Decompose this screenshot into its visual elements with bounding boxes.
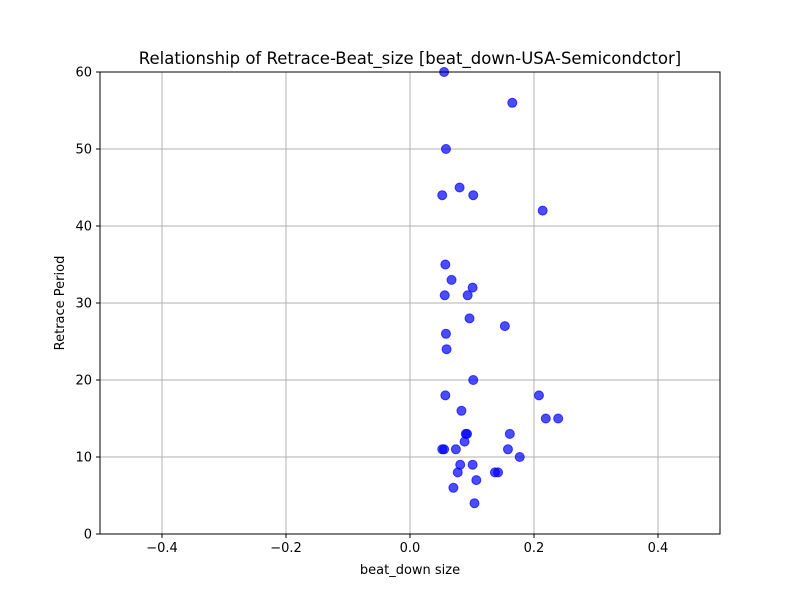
- scatter-point: [471, 475, 482, 486]
- y-tick-label: 50: [75, 143, 92, 158]
- x-axis-label: beat_down size: [360, 563, 460, 578]
- scatter-point: [469, 498, 480, 509]
- scatter-point: [540, 413, 551, 424]
- scatter-point: [533, 390, 544, 401]
- scatter-point: [468, 375, 479, 385]
- x-tick-label: 0.2: [524, 541, 545, 556]
- scatter-point: [553, 413, 564, 424]
- scatter-point: [440, 259, 451, 270]
- scatter-point: [499, 321, 510, 332]
- scatter-point: [448, 482, 459, 493]
- y-tick-label: 60: [75, 66, 92, 81]
- x-tick-label: 0.4: [648, 541, 669, 556]
- scatter-point: [446, 274, 457, 285]
- chart-title: Relationship of Retrace-Beat_size [beat_…: [139, 49, 681, 69]
- scatter-point: [440, 144, 451, 154]
- x-tick-label: −0.2: [270, 541, 302, 556]
- scatter-point: [454, 182, 465, 193]
- x-tick-label: 0.0: [400, 541, 421, 556]
- scatter-point: [514, 452, 525, 462]
- y-tick-label: 20: [75, 374, 92, 389]
- axis-ticks: −0.4 −0.2 0.0 0.2 0.4 0 10 20 30 40 50 60: [75, 66, 668, 557]
- y-tick-label: 40: [75, 220, 92, 235]
- y-tick-label: 10: [75, 451, 92, 466]
- scatter-point: [439, 444, 450, 455]
- scatter-point: [440, 390, 451, 401]
- scatter-point: [456, 405, 467, 416]
- scatter-point: [439, 290, 450, 301]
- scatter-point: [507, 97, 518, 108]
- y-tick-label: 30: [75, 297, 92, 312]
- scatter-point: [440, 328, 451, 339]
- scatter-point: [462, 290, 473, 301]
- scatter-point: [468, 190, 479, 201]
- scatter-point: [437, 190, 448, 201]
- scatter-point: [464, 313, 475, 324]
- y-axis-label: Retrace Period: [53, 256, 68, 351]
- grid-lines: [100, 71, 720, 535]
- scatter-point: [537, 205, 548, 216]
- scatter-point: [504, 428, 515, 439]
- scatter-point: [467, 282, 478, 293]
- scatter-point: [467, 459, 478, 470]
- scatter-point: [502, 444, 513, 455]
- scatter-point: [459, 436, 470, 447]
- data-points: [437, 67, 564, 509]
- scatter-point: [493, 467, 504, 478]
- scatter-point: [450, 444, 461, 455]
- y-tick-label: 0: [84, 528, 92, 543]
- scatter-point: [452, 467, 463, 478]
- x-tick-label: −0.4: [146, 541, 178, 556]
- scatter-point: [441, 344, 452, 355]
